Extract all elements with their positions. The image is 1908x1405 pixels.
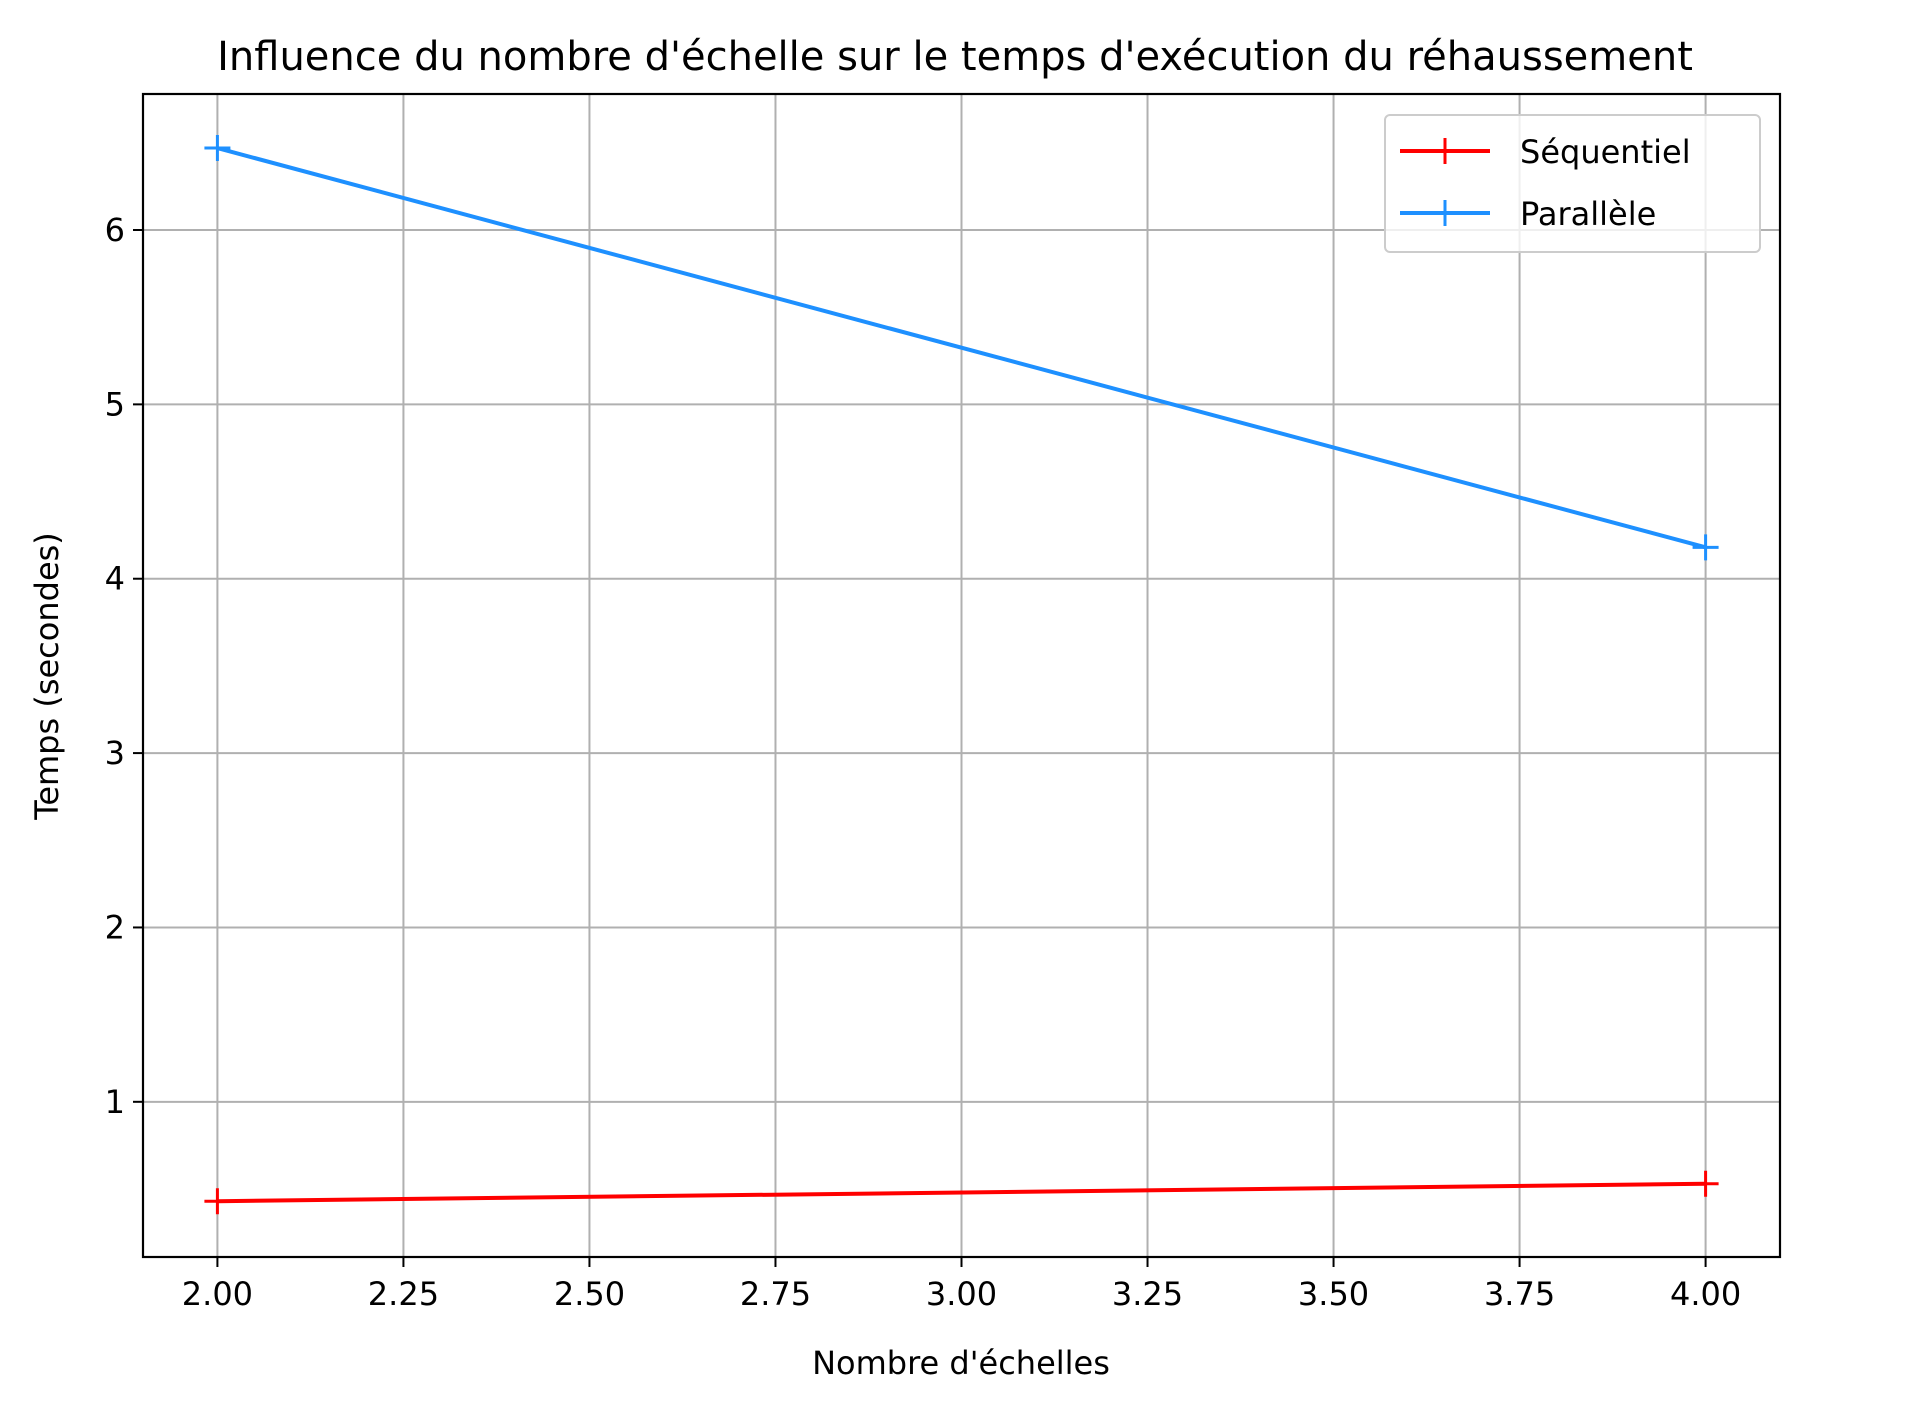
- legend-label-parallele: Parallèle: [1520, 195, 1656, 233]
- x-tick-label: 4.00: [1670, 1275, 1741, 1313]
- legend-label-sequentiel: Séquentiel: [1520, 133, 1691, 171]
- legend-marker-parallele: [1432, 200, 1458, 226]
- x-axis: 2.00 2.25 2.50 2.75 3.00 3.25 3.50 3.75 4.00: [182, 1257, 1741, 1313]
- x-tick-label: 3.75: [1484, 1275, 1555, 1313]
- legend: Séquentiel Parallèle: [1384, 114, 1761, 253]
- data-point-sequentiel: [1692, 1170, 1719, 1197]
- y-tick-label: 1: [105, 1083, 125, 1121]
- data-point-sequentiel: [204, 1188, 231, 1215]
- series-layer: [204, 135, 1719, 1215]
- y-axis: 1 2 3 4 5 6: [105, 211, 143, 1121]
- y-tick-label: 2: [105, 908, 125, 946]
- y-tick-label: 5: [105, 385, 125, 423]
- grid: [143, 94, 1780, 1257]
- x-tick-label: 2.75: [740, 1275, 811, 1313]
- series-line-sequentiel: [217, 1181, 1706, 1204]
- data-point-parallele: [1692, 534, 1719, 561]
- x-tick-label: 3.00: [926, 1275, 997, 1313]
- y-axis-label: Temps (secondes): [28, 532, 66, 821]
- data-point-parallele: [204, 135, 231, 162]
- chart-title: Influence du nombre d'échelle sur le tem…: [217, 34, 1693, 80]
- series-line-parallele: [216, 146, 1707, 550]
- x-tick-label: 3.25: [1112, 1275, 1183, 1313]
- y-tick-label: 3: [105, 734, 125, 772]
- y-tick-label: 6: [105, 211, 125, 249]
- legend-marker-sequentiel: [1432, 138, 1458, 164]
- x-tick-label: 3.50: [1298, 1275, 1369, 1313]
- y-tick-label: 4: [105, 560, 125, 598]
- x-tick-label: 2.00: [182, 1275, 253, 1313]
- x-axis-label: Nombre d'échelles: [812, 1344, 1110, 1382]
- x-tick-label: 2.50: [554, 1275, 625, 1313]
- x-tick-label: 2.25: [368, 1275, 439, 1313]
